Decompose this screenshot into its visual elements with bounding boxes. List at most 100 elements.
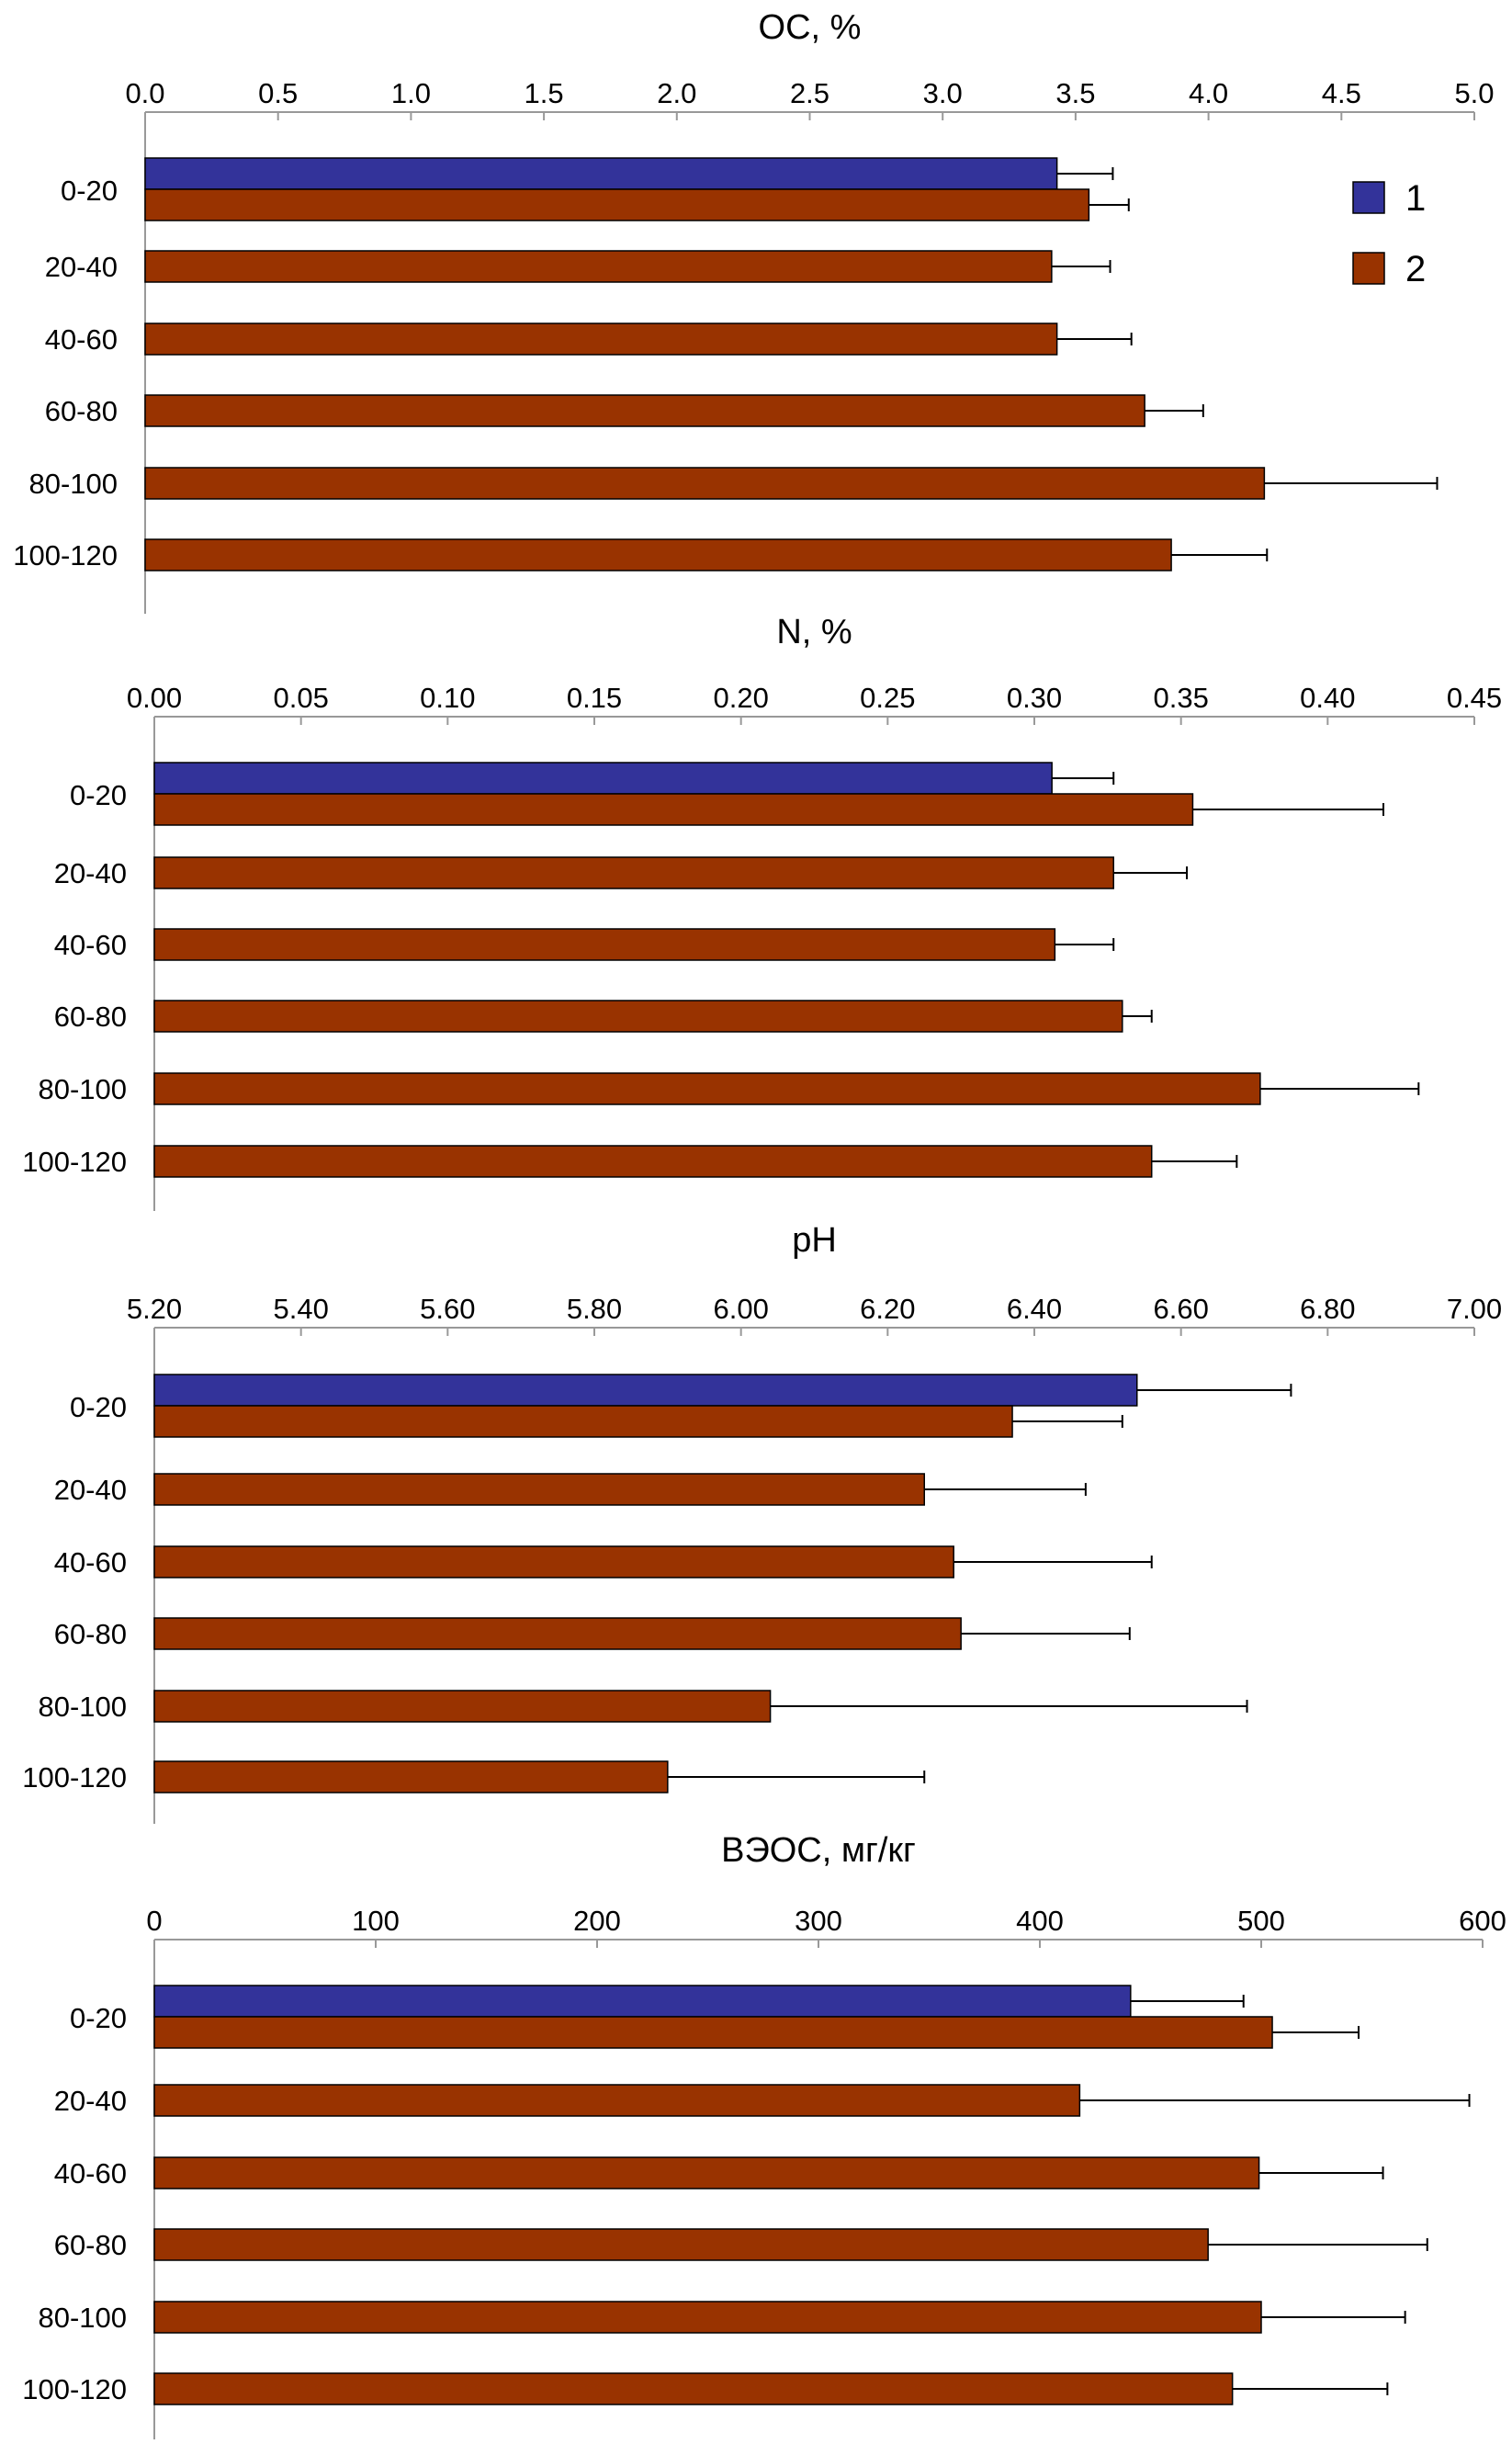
category-label: 80-100 [38,1073,127,1105]
x-tick-label: 0.0 [125,77,164,109]
chart-panel-4: ВЭОС, мг/кг 0 100 200 300 400 500 600 0-20 20-40 4… [22,1831,1506,2439]
bar-series-2 [153,1545,954,1578]
x-tick-label: 500 [1237,1905,1285,1937]
category-label: 60-80 [54,1001,127,1033]
bar-series-1 [153,762,1053,795]
category-label: 100-120 [22,1761,127,1793]
category-label: 40-60 [54,929,127,961]
x-tick-label: 0.10 [420,682,475,714]
bar-series-2 [144,394,1145,427]
bar-series-1 [153,1374,1138,1407]
bar-series-2 [153,2301,1262,2334]
category-label: 0-20 [70,779,127,811]
legend-label-1: 1 [1405,178,1426,219]
category-label: 20-40 [54,2085,127,2117]
x-tick-label: 5.40 [273,1293,328,1325]
chart-panel-1: ОС, % 0.0 0.5 1.0 1.5 2.0 2.5 3.0 3.5 4.0 4.5 5.0 0-… [13,8,1495,614]
category-label: 0-20 [61,175,118,207]
x-tick-label: 0.5 [258,77,298,109]
bar-series-2 [144,250,1053,283]
x-tick-label: 6.60 [1153,1293,1208,1325]
category-label: 20-40 [54,1474,127,1506]
bar-series-2 [153,1000,1123,1033]
x-tick-label: 3.5 [1055,77,1095,109]
x-tick-label: 0.20 [713,682,768,714]
x-tick-label: 100 [352,1905,400,1937]
x-tick-label: 0.15 [567,682,622,714]
category-label: 40-60 [45,323,118,356]
x-tick-label: 6.80 [1300,1293,1355,1325]
bar-series-2 [153,1617,962,1650]
bar-series-2 [153,2228,1209,2261]
bar-series-2 [153,1145,1153,1178]
bar-series-2 [153,1760,669,1793]
category-label: 0-20 [70,2002,127,2034]
chart-title: ОС, % [759,8,862,47]
bar-series-2 [153,793,1194,826]
category-label: 0-20 [70,1391,127,1423]
bar-series-2 [144,538,1172,571]
x-tick-label: 5.80 [567,1293,622,1325]
x-tick-label: 0.05 [273,682,328,714]
legend-swatch-1 [1352,181,1385,214]
x-tick-label: 600 [1459,1905,1506,1937]
x-tick-label: 0.00 [127,682,182,714]
x-tick-label: 0.35 [1153,682,1208,714]
bar-series-2 [153,2372,1234,2405]
x-tick-label: 6.20 [860,1293,915,1325]
category-label: 80-100 [38,1691,127,1723]
x-tick-label: 4.5 [1322,77,1361,109]
category-label: 100-120 [22,2373,127,2405]
bar-series-2 [153,1473,925,1506]
bar-series-2 [144,322,1058,356]
x-tick-label: 200 [573,1905,621,1937]
chart-panel-2: N, % 0.00 0.05 0.10 0.15 0.20 0.25 0.30 0.35 0.40… [22,613,1502,1211]
bar-series-2 [144,188,1090,221]
chart-panels: ОС, % 0.0 0.5 1.0 1.5 2.0 2.5 3.0 3.5 4.0 4.5 5.0 0-… [13,8,1506,2439]
x-tick-label: 6.40 [1007,1293,1062,1325]
chart-title: pH [792,1221,837,1260]
chart-title: N, % [776,613,852,651]
x-tick-label: 1.0 [391,77,431,109]
bar-series-2 [153,856,1114,889]
x-tick-label: 5.20 [127,1293,182,1325]
x-tick-label: 0.25 [860,682,915,714]
legend-swatch-2 [1352,252,1385,285]
chart-panel-3: pH 5.20 5.40 5.60 5.80 6.00 6.20 6.40 6.60 6.80 7.… [22,1221,1502,1824]
x-tick-label: 0 [146,1905,162,1937]
bar-series-2 [153,1405,1013,1438]
category-label: 20-40 [54,857,127,889]
x-tick-label: 5.0 [1454,77,1494,109]
x-tick-label: 300 [795,1905,842,1937]
x-tick-label: 0.40 [1300,682,1355,714]
x-tick-label: 7.00 [1447,1293,1502,1325]
category-label: 80-100 [38,2302,127,2334]
bar-series-1 [153,1985,1132,2018]
chart-title: ВЭОС, мг/кг [721,1831,916,1870]
x-tick-label: 5.60 [420,1293,475,1325]
category-label: 60-80 [54,2229,127,2261]
x-tick-label: 1.5 [525,77,564,109]
category-label: 20-40 [45,251,118,283]
category-label: 60-80 [45,395,118,427]
x-tick-label: 0.45 [1447,682,1502,714]
category-label: 100-120 [13,539,118,571]
bar-series-2 [153,1072,1261,1105]
bar-series-1 [144,157,1058,190]
category-label: 40-60 [54,2157,127,2189]
bar-series-2 [153,928,1056,961]
legend: 1 2 [1352,178,1426,289]
x-tick-label: 4.0 [1189,77,1228,109]
bar-series-2 [153,1690,772,1723]
x-tick-label: 0.30 [1007,682,1062,714]
bar-series-2 [153,2156,1260,2189]
x-tick-label: 2.5 [790,77,829,109]
category-label: 60-80 [54,1618,127,1650]
legend-label-2: 2 [1405,249,1426,289]
x-tick-label: 6.00 [713,1293,768,1325]
category-label: 100-120 [22,1146,127,1178]
bar-series-2 [144,467,1266,500]
bar-series-2 [153,2084,1081,2117]
category-label: 40-60 [54,1546,127,1578]
